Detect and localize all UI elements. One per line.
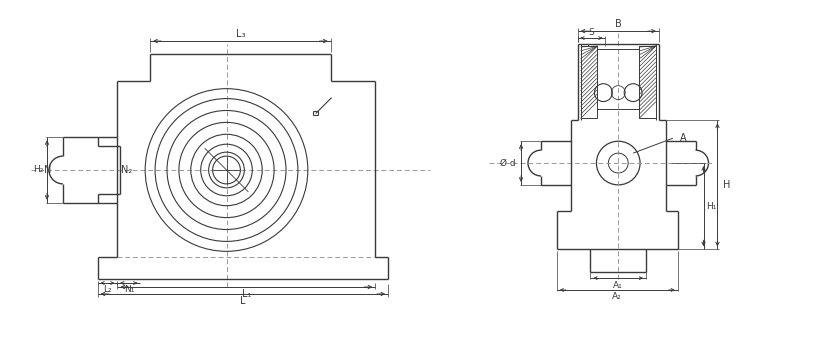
Polygon shape bbox=[639, 46, 656, 118]
Text: L: L bbox=[240, 296, 246, 306]
Text: L₂: L₂ bbox=[103, 285, 112, 293]
Text: A₁: A₁ bbox=[614, 281, 623, 290]
Text: N: N bbox=[44, 165, 51, 175]
Text: L₃: L₃ bbox=[236, 29, 245, 39]
Polygon shape bbox=[580, 46, 597, 118]
Text: N₂: N₂ bbox=[121, 165, 132, 175]
Text: S: S bbox=[588, 28, 594, 37]
Text: Ø d: Ø d bbox=[500, 159, 516, 168]
Text: N₁: N₁ bbox=[124, 285, 134, 293]
Text: A: A bbox=[681, 133, 687, 143]
Text: B: B bbox=[615, 19, 622, 29]
Text: L₁: L₁ bbox=[242, 289, 251, 299]
Text: H₁: H₁ bbox=[707, 202, 716, 211]
Text: H: H bbox=[723, 180, 730, 190]
Text: A₂: A₂ bbox=[612, 292, 622, 301]
Text: H₂: H₂ bbox=[33, 166, 43, 174]
